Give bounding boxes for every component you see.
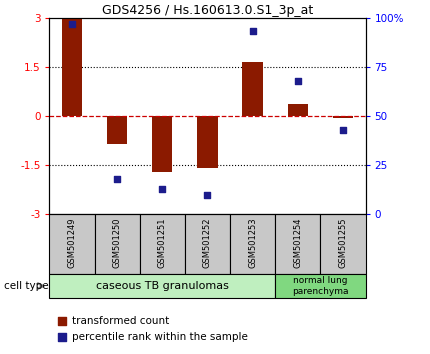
Point	[339, 127, 346, 132]
Bar	[320, 214, 366, 274]
Text: GSM501251: GSM501251	[158, 218, 167, 268]
Bar	[140, 214, 185, 274]
Text: percentile rank within the sample: percentile rank within the sample	[72, 332, 248, 342]
Bar	[230, 214, 275, 274]
Bar	[49, 214, 95, 274]
Bar	[107, 116, 127, 144]
Title: GDS4256 / Hs.160613.0.S1_3p_at: GDS4256 / Hs.160613.0.S1_3p_at	[102, 4, 313, 17]
Text: GSM501250: GSM501250	[113, 218, 122, 268]
Text: GSM501252: GSM501252	[203, 218, 212, 268]
Bar	[243, 62, 263, 116]
Text: GSM501253: GSM501253	[248, 218, 257, 268]
Bar	[333, 116, 353, 118]
Text: GSM501249: GSM501249	[68, 218, 77, 268]
Bar	[197, 116, 218, 168]
Bar	[95, 214, 140, 274]
Point	[114, 176, 120, 182]
Bar	[275, 214, 320, 274]
Text: normal lung
parenchyma: normal lung parenchyma	[292, 276, 349, 296]
Text: transformed count: transformed count	[72, 316, 169, 326]
Bar	[288, 104, 308, 116]
Text: GSM501255: GSM501255	[338, 218, 347, 268]
Bar	[62, 18, 82, 116]
Text: GSM501254: GSM501254	[293, 218, 302, 268]
Point	[59, 334, 66, 340]
Point	[59, 319, 66, 324]
Bar	[185, 214, 230, 274]
Point	[204, 192, 211, 198]
Bar	[49, 274, 275, 298]
Point	[249, 29, 256, 34]
Point	[69, 21, 76, 27]
Point	[159, 186, 166, 192]
Point	[294, 78, 301, 84]
Text: caseous TB granulomas: caseous TB granulomas	[96, 281, 229, 291]
Bar	[275, 274, 366, 298]
Bar	[152, 116, 172, 172]
Text: cell type: cell type	[4, 281, 49, 291]
